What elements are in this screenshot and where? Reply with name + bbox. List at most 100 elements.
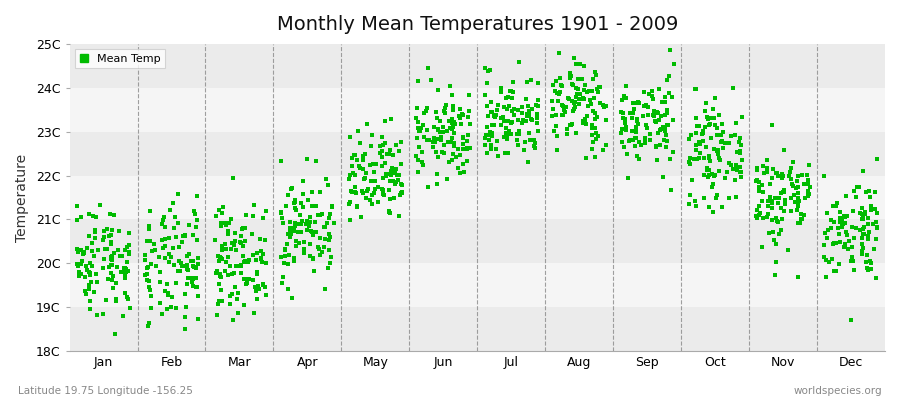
Point (718, 140, 733, 146)
Point (573, 61, 588, 68)
Point (702, 153, 716, 159)
Point (485, 109, 500, 116)
Point (702, 172, 716, 178)
Point (716, 129, 730, 136)
Point (254, 256, 268, 262)
Point (289, 220, 303, 227)
Point (258, 208, 273, 214)
Point (482, 132, 497, 139)
Point (246, 212, 260, 219)
Point (416, 162, 430, 168)
Point (829, 268, 843, 274)
Point (725, 84, 740, 91)
Point (211, 301, 225, 307)
Point (310, 229, 324, 235)
Point (483, 142, 498, 148)
Point (118, 271, 132, 277)
Point (629, 116, 643, 122)
Point (277, 260, 292, 266)
Point (662, 73, 677, 79)
Point (638, 140, 652, 146)
Point (722, 160, 736, 166)
Point (274, 280, 289, 286)
Point (770, 170, 784, 176)
Point (394, 189, 409, 196)
Point (791, 190, 806, 196)
Point (711, 147, 725, 153)
Point (760, 214, 774, 220)
Point (552, 97, 566, 104)
Point (703, 158, 717, 164)
Point (580, 113, 594, 120)
Point (255, 259, 269, 266)
Point (615, 126, 629, 132)
Point (697, 138, 711, 144)
Point (410, 135, 424, 141)
Point (296, 204, 310, 210)
Point (143, 260, 157, 267)
Point (818, 230, 832, 236)
Point (178, 232, 193, 239)
Point (306, 255, 320, 261)
Point (632, 138, 646, 145)
Point (699, 114, 714, 120)
Point (750, 207, 764, 214)
Point (388, 170, 402, 176)
Point (849, 224, 863, 231)
Point (108, 330, 122, 337)
Point (755, 244, 770, 250)
Point (656, 137, 670, 143)
Point (322, 214, 337, 221)
Point (722, 194, 736, 201)
Point (708, 95, 723, 102)
Point (327, 220, 341, 226)
Point (752, 202, 766, 209)
Point (634, 142, 648, 148)
Point (766, 166, 780, 172)
Point (825, 256, 840, 262)
Point (575, 120, 590, 126)
Point (152, 254, 166, 260)
Point (689, 123, 704, 129)
Point (86, 212, 100, 219)
Point (521, 103, 535, 110)
Point (166, 245, 180, 251)
Point (760, 169, 775, 176)
Point (614, 109, 628, 115)
Point (713, 157, 727, 163)
Point (392, 177, 406, 184)
Point (497, 104, 511, 110)
Point (453, 106, 467, 112)
Point (791, 274, 806, 280)
Point (791, 184, 806, 190)
Point (480, 124, 494, 130)
Point (143, 238, 157, 244)
Point (729, 194, 743, 200)
Point (590, 114, 604, 120)
Point (177, 326, 192, 332)
Point (840, 232, 854, 238)
Point (456, 146, 471, 152)
Point (661, 110, 675, 116)
Point (698, 108, 712, 114)
Point (318, 224, 332, 231)
Point (236, 243, 250, 249)
Point (691, 155, 706, 161)
Point (109, 280, 123, 286)
Point (717, 175, 732, 181)
Point (661, 77, 675, 83)
Point (564, 72, 579, 79)
Point (214, 274, 229, 280)
Point (486, 122, 500, 128)
Point (284, 231, 299, 238)
Point (646, 108, 661, 114)
Point (503, 130, 517, 137)
Point (454, 121, 468, 127)
Point (87, 253, 102, 260)
Point (833, 219, 848, 226)
Point (637, 88, 652, 95)
Point (294, 221, 309, 227)
Point (427, 135, 441, 142)
Point (296, 178, 310, 184)
Point (167, 214, 182, 220)
